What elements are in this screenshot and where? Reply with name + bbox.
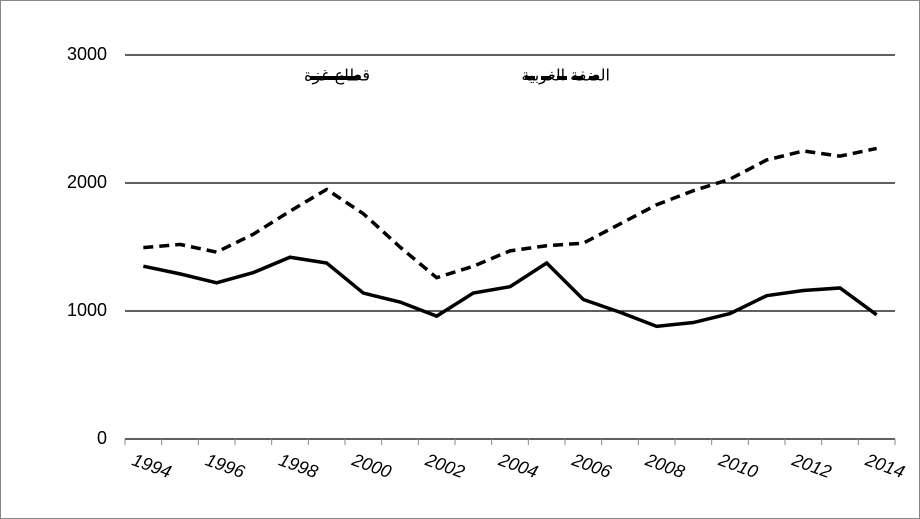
- line-series: [142, 255, 878, 329]
- y-tick-label: 0: [97, 428, 107, 448]
- y-tick-label: 3000: [67, 44, 107, 64]
- y-tick-label: 2000: [67, 172, 107, 192]
- y-tick-label: 1000: [67, 300, 107, 320]
- line-series: [143, 146, 878, 280]
- legend-label: قطاع غزة: [304, 66, 370, 86]
- legend-label: الضفة الغربية: [521, 66, 610, 86]
